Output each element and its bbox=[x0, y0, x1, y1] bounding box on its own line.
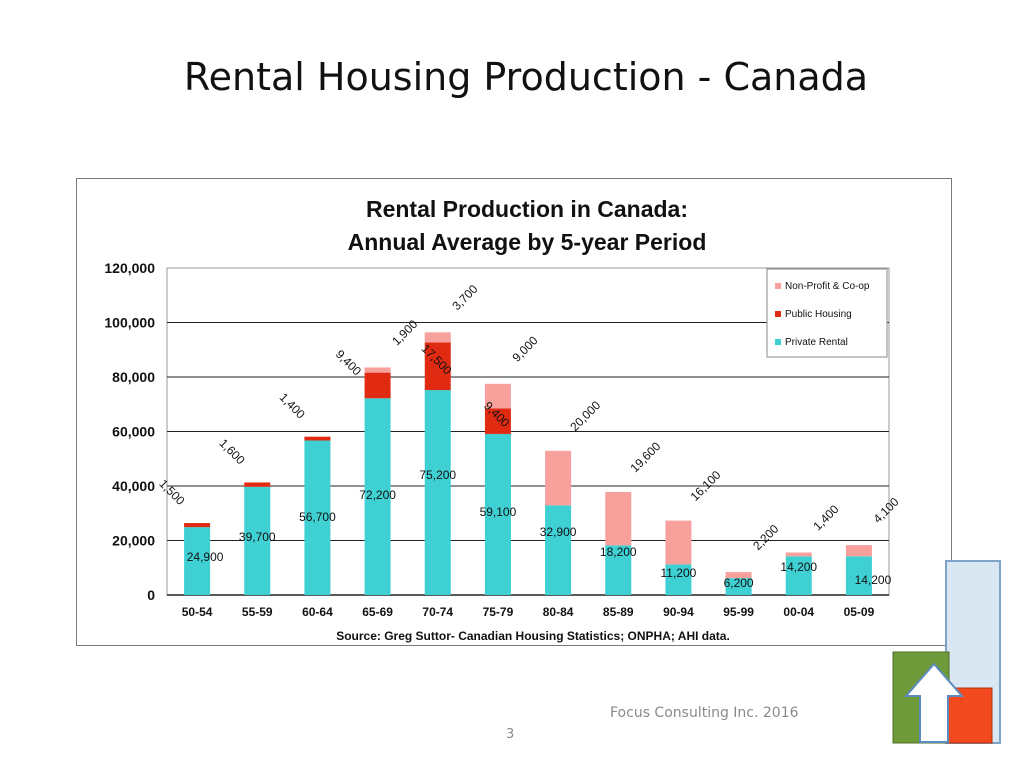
bar-non-profit-coop bbox=[364, 367, 391, 373]
data-label-public: 9,400 bbox=[333, 347, 364, 378]
legend-label-nonprofit: Non-Profit & Co-op bbox=[785, 281, 870, 292]
bar-non-profit-coop bbox=[845, 545, 872, 557]
data-label-private: 11,200 bbox=[661, 566, 697, 580]
data-label-private: 56,700 bbox=[299, 510, 336, 524]
y-tick-label: 80,000 bbox=[112, 369, 155, 385]
x-tick-label: 80-84 bbox=[543, 605, 574, 619]
bar-public-housing bbox=[184, 523, 211, 528]
data-label-private: 6,200 bbox=[724, 576, 754, 590]
x-tick-label: 05-09 bbox=[844, 605, 875, 619]
data-label-nonprofit: 1,400 bbox=[810, 502, 841, 533]
legend-label-public: Public Housing bbox=[785, 309, 852, 320]
data-label-private: 24,900 bbox=[187, 550, 224, 564]
bar-private-rental bbox=[244, 486, 271, 595]
bar-private-rental bbox=[725, 578, 752, 595]
bar-private-rental bbox=[665, 564, 692, 595]
bar-non-profit-coop bbox=[665, 520, 692, 565]
bar-non-profit-coop bbox=[424, 332, 451, 343]
chart-title: Rental Production in Canada: bbox=[366, 196, 688, 222]
bar-private-rental bbox=[785, 556, 812, 595]
bar-public-housing bbox=[484, 408, 511, 434]
bar-public-housing bbox=[304, 436, 331, 441]
data-label-private: 32,900 bbox=[540, 525, 577, 539]
y-tick-label: 40,000 bbox=[112, 478, 155, 494]
bar-private-rental bbox=[845, 556, 872, 595]
x-tick-label: 75-79 bbox=[483, 605, 514, 619]
data-label-private: 14,200 bbox=[855, 573, 892, 587]
x-tick-label: 95-99 bbox=[723, 605, 754, 619]
page-number: 3 bbox=[506, 727, 515, 742]
logo-red-square bbox=[947, 687, 993, 744]
chart-source: Source: Greg Suttor- Canadian Housing St… bbox=[336, 629, 730, 643]
x-tick-label: 60-64 bbox=[302, 605, 333, 619]
data-label-private: 59,100 bbox=[480, 505, 517, 519]
legend: Non-Profit & Co-op Public Housing Privat… bbox=[766, 268, 888, 358]
bar-non-profit-coop bbox=[605, 491, 632, 546]
y-tick-label: 100,000 bbox=[104, 315, 155, 331]
bar-public-housing bbox=[244, 482, 271, 487]
bar-non-profit-coop bbox=[545, 450, 572, 506]
data-label-private: 39,700 bbox=[239, 530, 276, 544]
data-label-nonprofit: 4,100 bbox=[871, 495, 902, 526]
x-tick-label: 55-59 bbox=[242, 605, 273, 619]
bar-public-housing bbox=[424, 342, 451, 391]
x-tick-label: 70-74 bbox=[422, 605, 453, 619]
x-tick-label: 00-04 bbox=[783, 605, 814, 619]
y-tick-label: 0 bbox=[147, 587, 155, 603]
chart-frame: Rental Production in Canada: Annual Aver… bbox=[76, 178, 952, 646]
bar-private-rental bbox=[424, 390, 451, 595]
chart-subtitle: Annual Average by 5-year Period bbox=[348, 229, 707, 255]
legend-box bbox=[766, 268, 888, 358]
bar-non-profit-coop bbox=[785, 552, 812, 557]
data-label-nonprofit: 9,000 bbox=[510, 333, 541, 364]
y-tick-label: 20,000 bbox=[112, 533, 155, 549]
data-label-public: 1,600 bbox=[217, 436, 248, 467]
x-tick-label: 65-69 bbox=[362, 605, 393, 619]
slide-title: Rental Housing Production - Canada bbox=[183, 55, 869, 99]
rental-production-chart: Rental Production in Canada: Annual Aver… bbox=[104, 196, 902, 643]
legend-label-private: Private Rental bbox=[785, 337, 848, 348]
company-logo bbox=[892, 560, 1001, 744]
data-label-public: 1,400 bbox=[277, 390, 308, 421]
y-tick-label: 60,000 bbox=[112, 424, 155, 440]
bar-private-rental bbox=[605, 545, 632, 595]
legend-swatch-nonprofit bbox=[775, 283, 781, 289]
y-tick-label: 120,000 bbox=[104, 260, 155, 276]
x-tick-label: 50-54 bbox=[182, 605, 213, 619]
data-label-nonprofit: 2,200 bbox=[750, 521, 781, 552]
bar-public-housing bbox=[364, 372, 391, 399]
bar-non-profit-coop bbox=[725, 572, 752, 579]
data-label-public: 1,500 bbox=[156, 477, 187, 508]
data-label-nonprofit: 1,900 bbox=[389, 317, 420, 348]
bar-private-rental bbox=[364, 398, 391, 595]
bar-private-rental bbox=[304, 440, 331, 595]
logo-up-arrow-icon bbox=[903, 662, 965, 743]
data-label-nonprofit: 19,600 bbox=[627, 439, 663, 475]
data-label-private: 75,200 bbox=[419, 468, 456, 482]
x-tick-label: 90-94 bbox=[663, 605, 694, 619]
bar-private-rental bbox=[184, 527, 211, 595]
legend-swatch-private bbox=[775, 339, 781, 345]
footer-text: Focus Consulting Inc. 2016 bbox=[610, 705, 799, 721]
bar-private-rental bbox=[484, 433, 511, 595]
x-tick-label: 85-89 bbox=[603, 605, 634, 619]
data-label-private: 18,200 bbox=[600, 545, 637, 559]
data-label-nonprofit: 20,000 bbox=[567, 398, 603, 434]
data-label-private: 72,200 bbox=[359, 488, 396, 502]
legend-swatch-public bbox=[775, 311, 781, 317]
data-label-private: 14,200 bbox=[780, 560, 817, 574]
data-label-nonprofit: 3,700 bbox=[449, 282, 480, 313]
bar-non-profit-coop bbox=[484, 383, 511, 409]
bar-private-rental bbox=[545, 505, 572, 595]
